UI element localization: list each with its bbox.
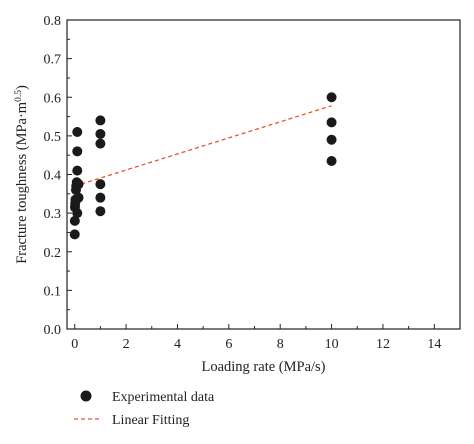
data-point bbox=[69, 229, 80, 240]
data-point bbox=[72, 146, 83, 157]
data-point bbox=[326, 92, 337, 103]
data-point bbox=[95, 206, 106, 217]
legend-label-experimental: Experimental data bbox=[112, 390, 215, 405]
data-point bbox=[95, 128, 106, 139]
y-tick-label: 0.7 bbox=[44, 53, 62, 68]
x-tick-label: 10 bbox=[325, 337, 339, 352]
x-tick-label: 12 bbox=[376, 337, 390, 352]
y-tick-label: 0.1 bbox=[44, 284, 62, 299]
x-tick-label: 4 bbox=[174, 337, 181, 352]
data-point bbox=[326, 155, 337, 166]
y-axis-label-superscript: 0.5 bbox=[14, 90, 24, 102]
legend: Experimental data Linear Fitting bbox=[74, 390, 215, 428]
axis-ticks: 0 2 4 6 8 10 12 14 0.0 0.1 0.2 0.3 0.4 0.5 0.6 0.7 0.8 bbox=[44, 14, 442, 352]
data-point bbox=[326, 117, 337, 128]
legend-marker-experimental bbox=[80, 390, 92, 402]
plot-frame bbox=[66, 19, 461, 330]
scatter-points bbox=[69, 92, 337, 240]
data-point bbox=[95, 179, 106, 190]
data-point bbox=[73, 179, 84, 190]
y-tick-label: 0.0 bbox=[44, 323, 62, 338]
data-point bbox=[72, 127, 83, 138]
x-tick-label: 2 bbox=[123, 337, 130, 352]
data-point bbox=[326, 134, 337, 145]
y-axis-label-main: Fracture toughness (MPa·m bbox=[14, 101, 30, 264]
data-point bbox=[95, 192, 106, 203]
x-tick-label: 0 bbox=[71, 337, 78, 352]
data-point bbox=[72, 165, 83, 176]
data-point bbox=[95, 115, 106, 126]
x-axis-label: Loading rate (MPa/s) bbox=[201, 359, 325, 375]
x-tick-label: 14 bbox=[427, 337, 441, 352]
y-axis-label: Fracture toughness (MPa·m0.5) bbox=[14, 85, 30, 264]
y-tick-label: 0.8 bbox=[44, 14, 62, 29]
y-axis-label-close: ) bbox=[14, 85, 30, 90]
plot-border bbox=[66, 19, 461, 330]
legend-label-linear: Linear Fitting bbox=[112, 413, 189, 428]
data-point bbox=[73, 192, 84, 203]
y-tick-label: 0.5 bbox=[44, 130, 62, 145]
y-tick-label: 0.3 bbox=[44, 207, 62, 222]
x-tick-label: 8 bbox=[277, 337, 284, 352]
y-tick-label: 0.6 bbox=[44, 91, 62, 106]
linear-fitting-line bbox=[74, 105, 332, 187]
data-point bbox=[95, 138, 106, 149]
data-point bbox=[72, 208, 83, 219]
fit-line-group bbox=[74, 105, 332, 187]
x-tick-label: 6 bbox=[225, 337, 232, 352]
y-tick-label: 0.2 bbox=[44, 246, 62, 261]
y-tick-label: 0.4 bbox=[44, 169, 62, 184]
data-point bbox=[69, 215, 80, 226]
